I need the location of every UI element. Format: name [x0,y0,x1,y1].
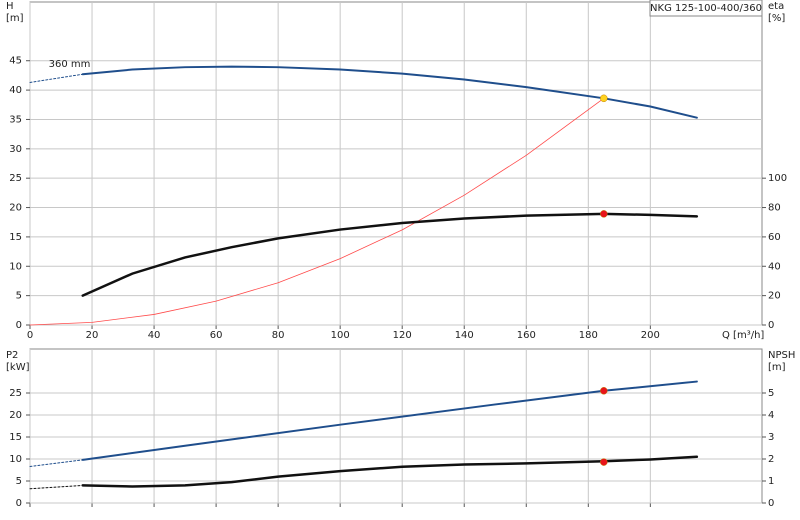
duty-point [600,94,608,103]
y-tick-label: 15 [9,432,22,443]
y-tick-label: 10 [9,261,22,272]
y2-tick-label: 3 [768,432,774,443]
y-tick-label: 45 [9,56,22,67]
x-tick-label: 140 [455,330,474,341]
curve-annotation: 360 mm [49,59,91,70]
x-tick-label: 100 [331,330,350,341]
y2-tick-label: 2 [768,454,774,465]
curve-extension [29,459,84,467]
y2-tick-label: 5 [768,388,774,399]
y-axis-label: P2 [6,350,18,361]
x-tick-label: 60 [210,330,223,341]
y-tick-label: 40 [9,85,22,96]
curve-extension [29,73,84,83]
y2-axis-label: NPSH [768,350,795,361]
curve-extension [29,484,84,490]
y-tick-label: 20 [9,410,22,421]
y-tick-label: 25 [9,388,22,399]
y-tick-label: 15 [9,232,22,243]
y-tick-label: 5 [16,476,22,487]
title-box [649,0,763,17]
duty-point [600,387,608,395]
x-tick-label: 120 [393,330,412,341]
x-tick-label: 40 [148,330,161,341]
plot-frame [29,1,763,326]
x-tick-label: 0 [27,330,33,341]
y2-tick-label: 0 [768,498,774,509]
x-axis-label: Q [m³/h] [722,330,764,341]
y-tick-label: 0 [16,320,22,331]
chart-title: NKG 125-100-400/360 [650,3,762,14]
y-axis-label: H [6,1,14,12]
y-tick-label: 30 [9,144,22,155]
y-tick-label: 35 [9,114,22,125]
y2-axis-unit: [m] [768,362,786,373]
duty-point [600,458,608,466]
y-axis-unit: [m] [6,13,24,24]
y-axis-unit: [kW] [6,362,30,373]
y2-tick-label: 20 [768,291,781,302]
plot-frame [29,348,763,504]
x-tick-label: 160 [517,330,536,341]
y2-tick-label: 80 [768,203,781,214]
y2-axis-label: eta [768,1,784,12]
curve [81,212,699,297]
y2-tick-label: 100 [768,173,787,184]
y-tick-label: 10 [9,454,22,465]
y2-tick-label: 60 [768,232,781,243]
y2-tick-label: 1 [768,476,774,487]
y-tick-label: 0 [16,498,22,509]
curve [29,97,605,326]
y2-axis-unit: [%] [768,13,785,24]
curve [81,455,699,488]
x-tick-label: 180 [579,330,598,341]
curve [81,380,698,461]
duty-point [600,210,608,218]
y2-tick-label: 4 [768,410,774,421]
y-tick-label: 25 [9,173,22,184]
x-tick-label: 200 [641,330,660,341]
x-tick-label: 20 [86,330,99,341]
x-tick-label: 80 [272,330,285,341]
curve [81,65,698,119]
y-tick-label: 20 [9,203,22,214]
y2-tick-label: 40 [768,261,781,272]
y-tick-label: 5 [16,291,22,302]
y2-tick-label: 0 [768,320,774,331]
